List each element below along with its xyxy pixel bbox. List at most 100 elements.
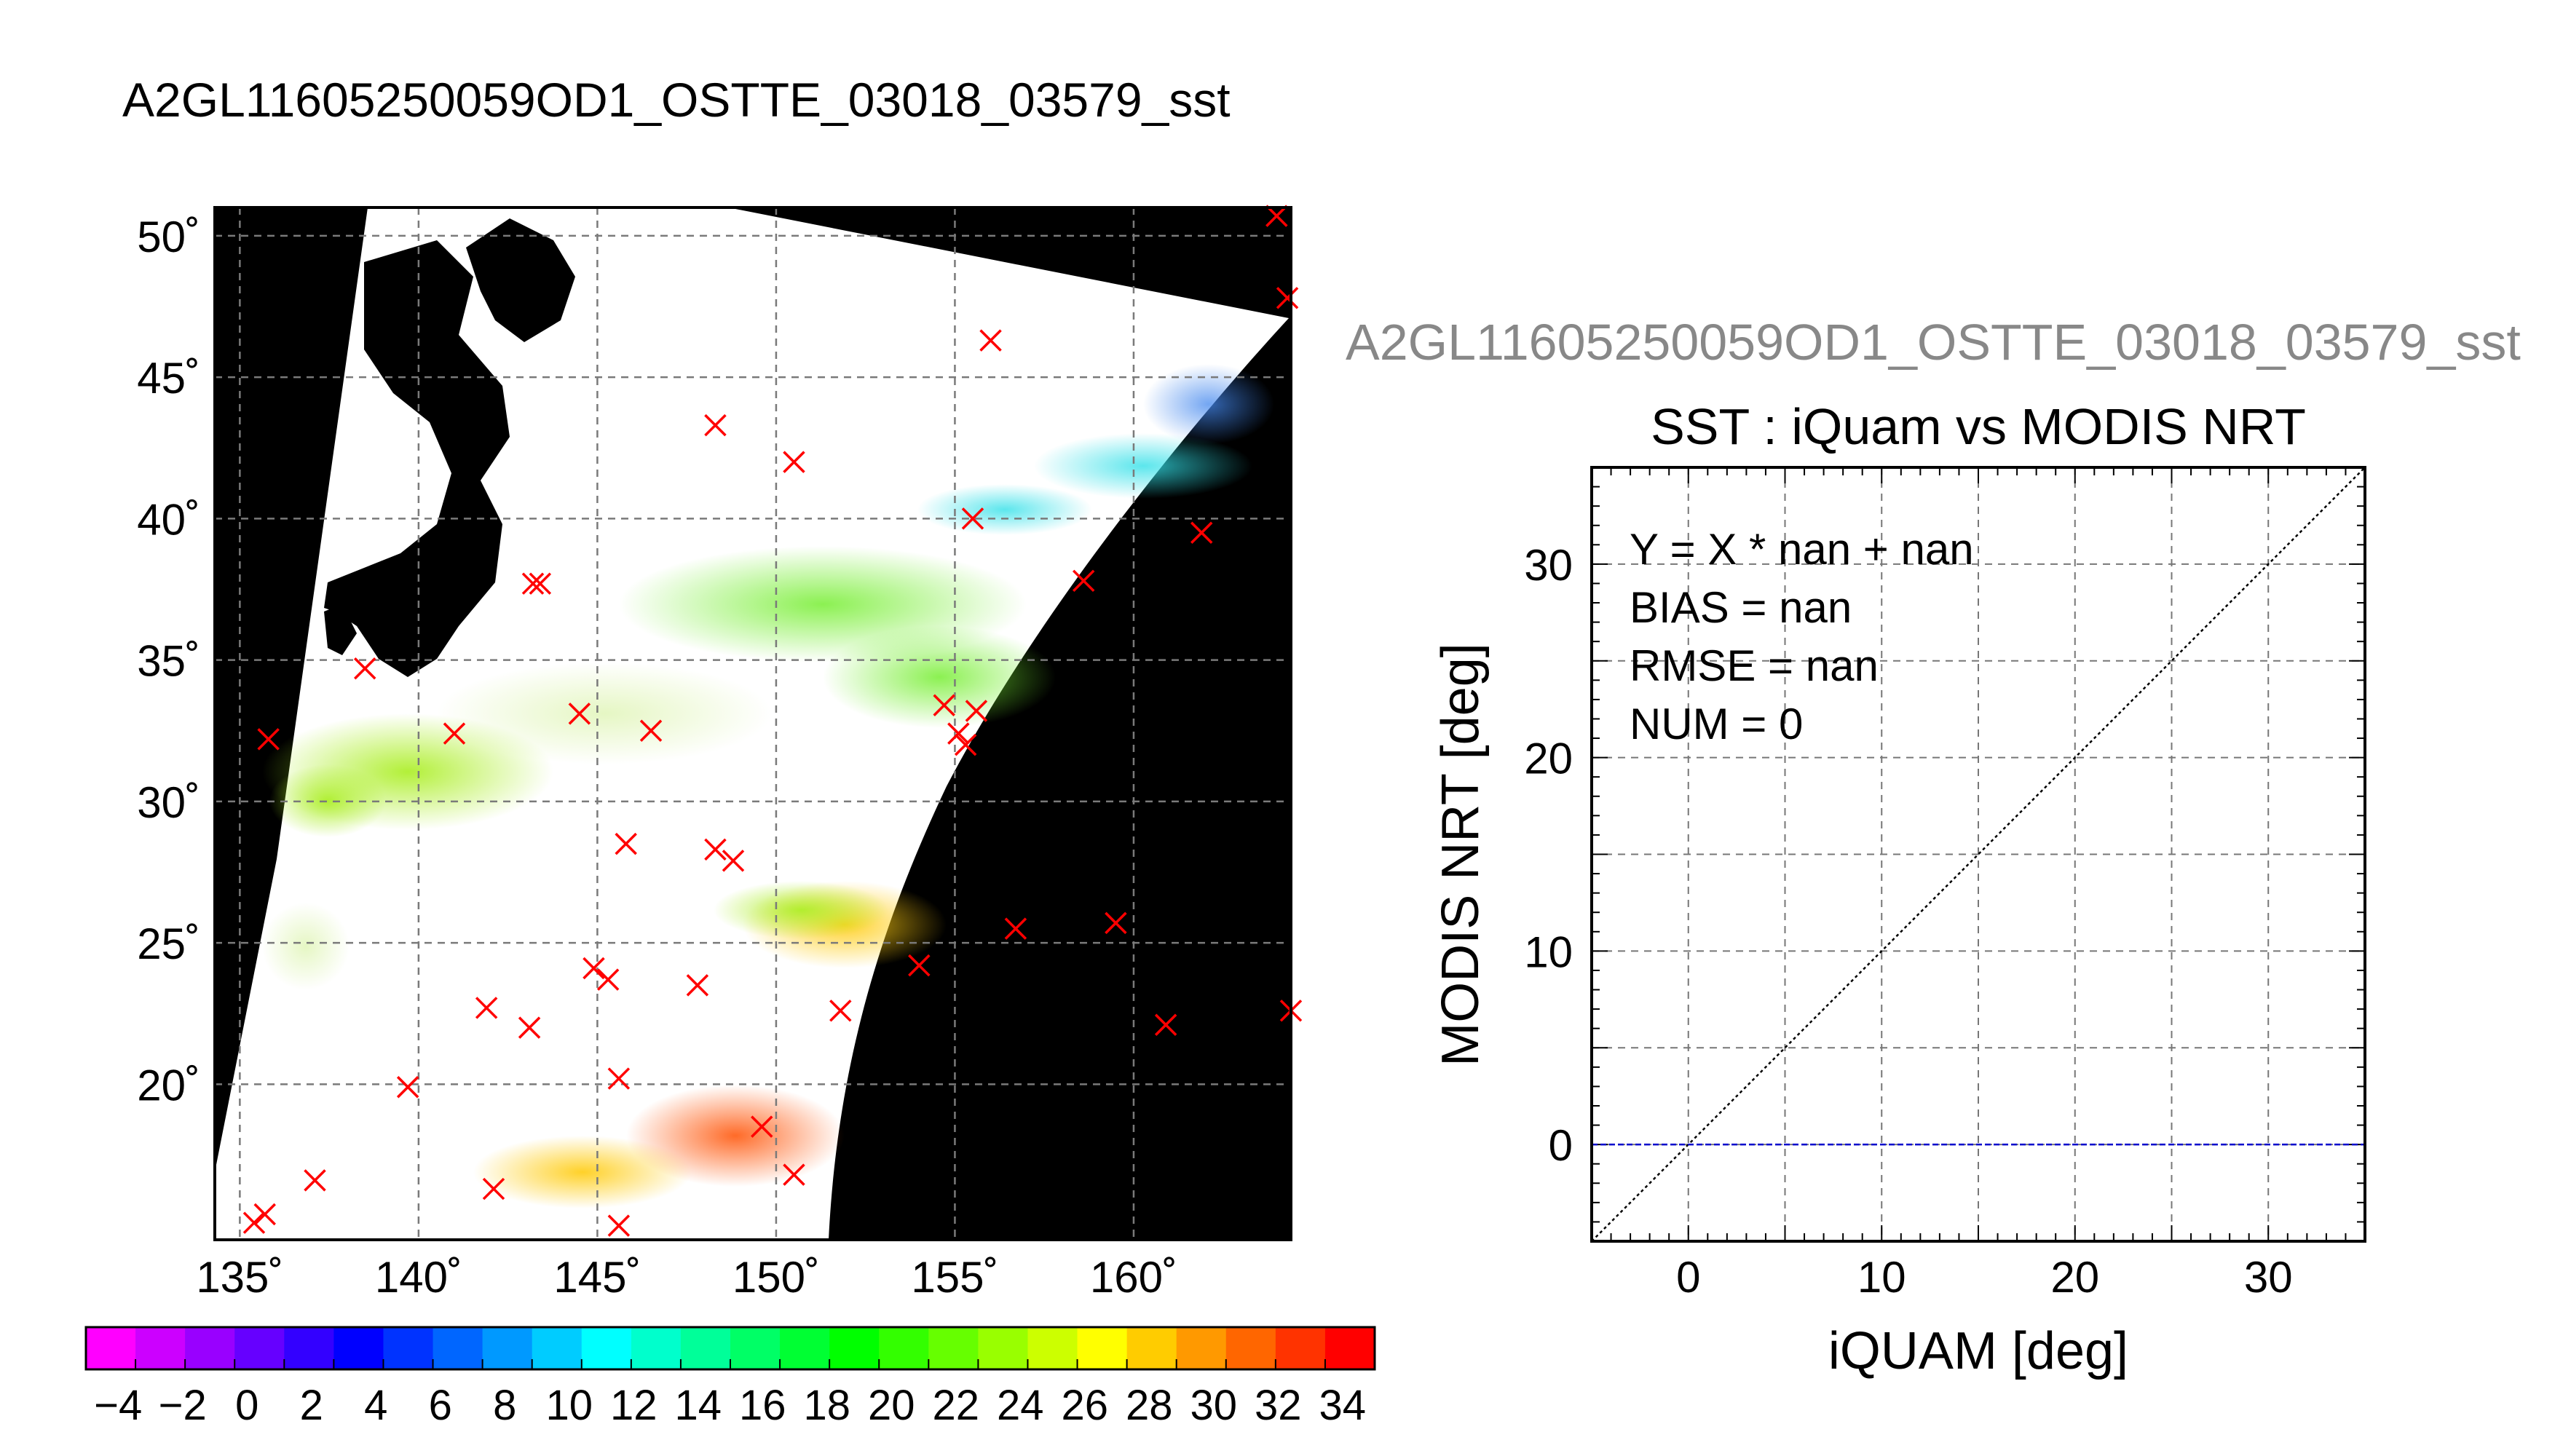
colorbar-tick-label: 10: [545, 1382, 593, 1429]
buoy-marker: [751, 1115, 773, 1138]
latitude-tick-label: 25˚: [137, 919, 200, 968]
y-tick-label: 10: [1524, 927, 1573, 976]
buoy-marker: [607, 1067, 631, 1090]
colorbar-segment: [631, 1327, 682, 1369]
buoy-marker: [521, 572, 545, 595]
colorbar-ticks: −4 −2 0 2 4 6 8 10 12 14 16 18 20 22 24 26 28 30 32 34: [94, 1359, 1366, 1429]
colorbar-segment: [482, 1327, 533, 1369]
reference-lines: [1591, 467, 2366, 1242]
colorbar-segment: [1324, 1327, 1375, 1369]
latitude-tick-label: 45˚: [137, 354, 200, 403]
x-tick-label: 10: [1857, 1253, 1906, 1302]
latitude-tick-label: 35˚: [137, 637, 200, 686]
colorbar-segment: [780, 1327, 830, 1369]
y-tick-label: 20: [1524, 735, 1573, 783]
colorbar-segment: [1027, 1327, 1078, 1369]
buoy-marker: [783, 451, 805, 473]
longitude-tick-label: 135˚: [196, 1253, 283, 1302]
colorbar-segment: [532, 1327, 583, 1369]
one-to-one-line: [1591, 467, 2366, 1242]
buoy-marker: [529, 572, 552, 595]
colorbar-tick-label: 20: [868, 1382, 915, 1429]
x-tick-label: 20: [2050, 1253, 2099, 1302]
colorbar-tick-label: 14: [674, 1382, 722, 1429]
colorbar-segment: [680, 1327, 731, 1369]
colorbar-segment: [581, 1327, 632, 1369]
x-tick-labels: 0 10 20 30: [1676, 1253, 2293, 1302]
buoy-marker: [704, 838, 727, 861]
buoy-marker: [965, 700, 988, 722]
land-kyushu: [324, 604, 357, 655]
longitude-tick-label: 160˚: [1090, 1253, 1177, 1302]
buoy-marker: [1190, 521, 1213, 545]
buoy-marker: [1154, 1013, 1177, 1036]
buoy-marker: [686, 974, 709, 997]
buoy-marker: [1265, 205, 1288, 227]
buoy-marker: [353, 657, 376, 680]
colorbar-segment: [1176, 1327, 1227, 1369]
buoy-marker: [242, 1211, 266, 1234]
longitude-tick-label: 140˚: [375, 1253, 462, 1302]
latitude-labels: 50˚ 45˚ 40˚ 35˚ 30˚ 25˚ 20˚: [137, 213, 200, 1109]
buoy-marker: [443, 722, 466, 745]
buoy-marker: [1072, 569, 1095, 593]
buoy-marker: [518, 1016, 541, 1039]
colorbar-tick-label: 6: [429, 1382, 452, 1429]
map-graticule: [215, 207, 1291, 1240]
buoy-marker: [829, 1000, 852, 1022]
colorbar-segment: [1225, 1327, 1276, 1369]
colorbar-tick-label: 4: [364, 1382, 387, 1429]
land-honshu: [324, 240, 510, 677]
buoy-marker: [568, 703, 591, 725]
buoy-marker: [304, 1169, 326, 1192]
colorbar-segment: [86, 1327, 136, 1369]
buoy-marker: [961, 507, 984, 530]
longitude-tick-label: 150˚: [732, 1253, 820, 1302]
latitude-tick-label: 30˚: [137, 778, 200, 827]
map-frame: [213, 206, 1292, 1241]
buoy-marker: [596, 968, 620, 991]
colorbar-segment: [135, 1327, 186, 1369]
stats-annotation: BIAS = nan: [1630, 583, 1852, 632]
stats-annotation: RMSE = nan: [1630, 641, 1879, 690]
buoy-marker: [947, 722, 970, 745]
chart-grid: [1591, 467, 2366, 1242]
longitude-tick-label: 155˚: [911, 1253, 998, 1302]
scatter-chart: SST : iQuam vs MODIS NRT Y = X * nan + n…: [1431, 398, 2366, 1380]
buoy-marker: [396, 1075, 419, 1099]
colorbar-segment: [1275, 1327, 1326, 1369]
colorbar-segment: [829, 1327, 880, 1369]
buoy-marker: [482, 1177, 505, 1200]
colorbar-tick-label: −4: [94, 1382, 142, 1429]
buoy-marker: [979, 329, 1002, 352]
longitude-labels: 135˚ 140˚ 145˚ 150˚ 155˚ 160˚: [196, 1253, 1177, 1302]
buoy-marker: [722, 850, 745, 872]
colorbar-segment: [879, 1327, 929, 1369]
chart-frame: [1590, 466, 2366, 1243]
chart-title: SST : iQuam vs MODIS NRT: [1651, 398, 2306, 455]
buoy-marker: [639, 719, 663, 742]
longitude-tick-label: 145˚: [553, 1253, 641, 1302]
colorbar-tick-label: 24: [997, 1382, 1044, 1429]
colorbar-tick-label: 32: [1255, 1382, 1302, 1429]
buoy-marker: [1105, 911, 1127, 935]
buoy-marker: [908, 954, 931, 977]
y-tick-label: 0: [1549, 1121, 1573, 1170]
buoy-marker: [583, 957, 605, 980]
latitude-tick-label: 20˚: [137, 1061, 200, 1109]
colorbar-tick-label: 12: [610, 1382, 657, 1429]
colorbar-tick-label: 26: [1061, 1382, 1108, 1429]
stats-annotation: Y = X * nan + nan: [1630, 525, 1974, 574]
buoy-marker: [933, 694, 955, 716]
buoy-marker: [607, 1214, 631, 1237]
colorbar-tick-label: 8: [493, 1382, 516, 1429]
buoy-marker: [783, 1163, 805, 1186]
stats-annotations: Y = X * nan + nan BIAS = nan RMSE = nan NUM…: [1630, 525, 1974, 748]
colorbar-segment: [1126, 1327, 1177, 1369]
buoy-marker: [615, 832, 637, 855]
buoy-marker: [1004, 917, 1027, 940]
colorbar-segment: [234, 1327, 285, 1369]
colorbar-segment: [333, 1327, 384, 1369]
colorbar-tick-label: 22: [932, 1382, 979, 1429]
